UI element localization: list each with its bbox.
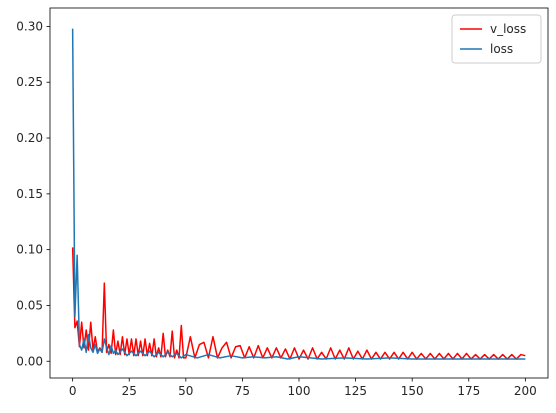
plot-area [50,8,548,378]
y-tick-label: 0.05 [16,298,43,312]
x-tick-label: 0 [69,384,77,398]
x-tick-label: 200 [514,384,537,398]
x-tick-label: 175 [457,384,480,398]
y-tick-label: 0.00 [16,354,43,368]
x-tick-label: 75 [235,384,250,398]
legend-box [451,14,542,64]
legend-label: loss [490,42,513,56]
legend-label: v_loss [490,22,526,36]
x-tick-label: 100 [288,384,311,398]
x-tick-label: 50 [178,384,193,398]
series-layer [71,28,526,360]
y-tick-label: 0.30 [16,19,43,33]
y-tick-label: 0.15 [16,187,43,201]
y-tick-label: 0.25 [16,75,43,89]
x-tick-label: 150 [401,384,424,398]
y-tick-label: 0.20 [16,131,43,145]
x-tick-label: 125 [344,384,367,398]
x-tick-label: 25 [122,384,137,398]
plot-frame [49,7,549,379]
y-tick-label: 0.10 [16,243,43,257]
series-line-loss [71,28,526,360]
ticks-layer: 0 25 50 75 100 125 150 175 200 0.00 0.05 0.10 0.15 0.… [16,19,537,398]
